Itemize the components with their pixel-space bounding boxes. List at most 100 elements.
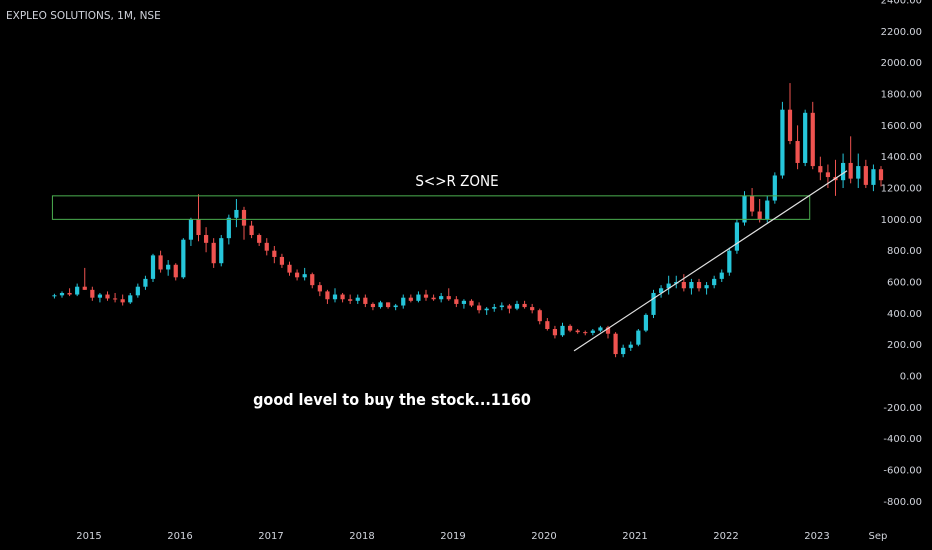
candle-body: [279, 256, 285, 265]
candle-body: [348, 299, 353, 301]
candle-body: [878, 169, 884, 181]
candle-body: [67, 292, 72, 295]
y-tick-label: 600.00: [887, 278, 922, 289]
candle-up: [765, 195, 770, 223]
candle-body: [82, 286, 87, 290]
y-tick-label: 0.00: [900, 372, 922, 383]
candle-body: [302, 274, 307, 278]
candle-body: [492, 307, 497, 309]
candle-down: [848, 136, 853, 184]
candle-up: [628, 341, 633, 351]
candle-down: [787, 83, 793, 145]
candle-up: [302, 267, 307, 281]
candle-down: [818, 156, 823, 181]
candle-down: [67, 288, 72, 297]
candle-body: [112, 298, 118, 300]
candle-up: [484, 307, 489, 315]
candle-up: [856, 153, 861, 189]
candle-down: [431, 294, 436, 301]
candle-up: [803, 109, 808, 167]
candle-down: [158, 250, 163, 273]
candle-body: [530, 307, 535, 311]
candle-down: [575, 329, 580, 334]
candle-up: [135, 283, 140, 298]
candle-up: [514, 300, 520, 311]
candle-down: [476, 302, 482, 314]
candle-body: [567, 325, 573, 331]
candle-down: [749, 188, 755, 217]
buy-note: good level to buy the stock...1160: [253, 390, 531, 409]
candle-up: [742, 191, 747, 226]
candle-up: [143, 275, 148, 290]
candle-body: [294, 272, 300, 278]
candle-down: [348, 294, 353, 304]
trendline: [573, 170, 848, 352]
y-tick-label: -600.00: [883, 465, 922, 476]
candle-body: [393, 305, 398, 308]
candle-body: [552, 329, 558, 336]
candle-body: [158, 255, 163, 270]
y-tick-label: 800.00: [887, 246, 922, 257]
candle-body: [461, 300, 467, 304]
candle-body: [287, 264, 292, 273]
candle-up: [166, 260, 171, 276]
candle-up: [439, 292, 444, 303]
candle-down: [105, 291, 110, 301]
y-tick-label: 200.00: [887, 340, 922, 351]
candle-up: [401, 294, 406, 309]
candle-body: [514, 303, 520, 309]
candle-down: [613, 332, 618, 358]
y-tick-label: 1800.00: [881, 90, 922, 101]
candle-body: [560, 325, 565, 336]
candle-up: [75, 283, 80, 297]
candle-body: [378, 302, 383, 308]
y-tick-label: 2400.00: [881, 0, 922, 7]
candle-down: [696, 278, 702, 292]
candle-body: [105, 294, 110, 299]
candle-down: [469, 299, 474, 308]
candle-up: [234, 198, 239, 228]
candle-down: [317, 282, 322, 297]
candle-body: [863, 166, 868, 185]
candle-up: [734, 219, 740, 254]
x-tick-label: 2019: [440, 531, 465, 542]
candle-body: [325, 291, 330, 300]
candle-body: [226, 217, 231, 239]
candle-down: [279, 253, 285, 268]
candle-body: [522, 303, 527, 308]
candle-body: [272, 250, 277, 257]
candle-body: [666, 283, 671, 289]
candle-up: [643, 313, 649, 333]
zone-label: S<>R ZONE: [415, 172, 498, 190]
candle-body: [840, 162, 846, 181]
candle-body: [681, 282, 686, 289]
x-tick-label: 2023: [804, 531, 829, 542]
candle-body: [719, 272, 724, 279]
candle-down: [90, 286, 95, 301]
candle-up: [355, 294, 360, 304]
time-axis: 2015 2016 2017 2018 2019 2020 2021 2022 2023 Sep: [76, 531, 887, 542]
candle-down: [196, 194, 201, 242]
candle-body: [431, 297, 436, 300]
candle-up: [727, 247, 732, 276]
candle-down: [583, 330, 588, 336]
candle-body: [203, 235, 209, 243]
candle-up: [181, 238, 186, 279]
candle-up: [150, 253, 156, 283]
candle-down: [537, 308, 542, 325]
y-tick-label: -800.00: [883, 497, 922, 508]
candle-body: [537, 310, 542, 322]
candle-down: [363, 294, 368, 308]
candle-body: [446, 296, 451, 300]
candle-down: [173, 263, 178, 281]
candle-body: [264, 242, 269, 251]
candle-body: [727, 250, 732, 273]
candle-body: [317, 285, 322, 292]
candle-body: [120, 299, 125, 303]
candle-down: [325, 289, 330, 304]
candle-body: [795, 141, 800, 163]
candle-body: [605, 327, 611, 334]
candle-body: [234, 209, 239, 218]
candle-up: [636, 329, 641, 347]
